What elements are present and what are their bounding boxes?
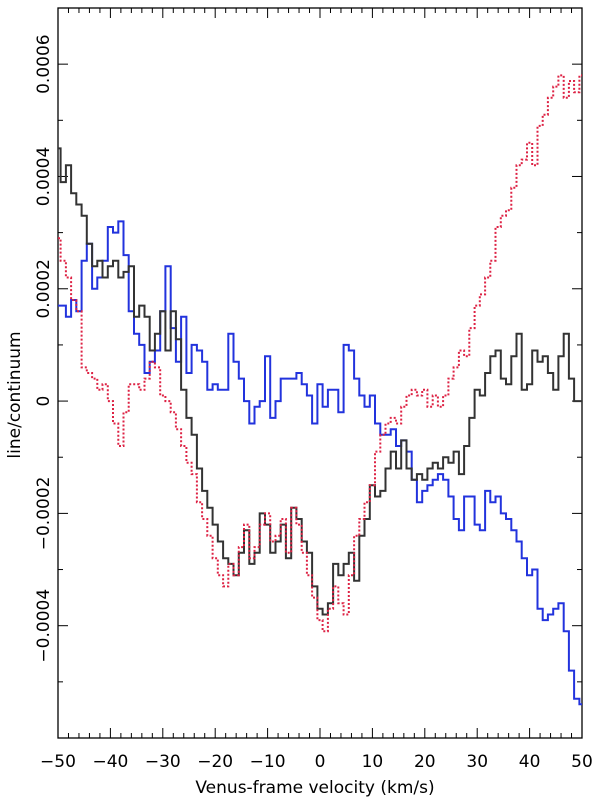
x-tick-label: 50 (571, 752, 592, 772)
y-tick-label: 0 (34, 396, 54, 407)
x-tick-label: 10 (362, 752, 384, 772)
y-tick-label: 0.0004 (34, 147, 54, 206)
y-axis-title: line/continuum (5, 331, 25, 458)
x-tick-label: −40 (92, 752, 128, 772)
axis-ticks (57, 7, 583, 739)
x-tick-label: −50 (40, 752, 76, 772)
y-tick-label: 0.0002 (34, 259, 54, 318)
y-tick-label: −0.0002 (34, 477, 54, 551)
series-line-1 (58, 220, 582, 706)
y-tick-label: −0.0004 (34, 589, 54, 663)
y-tick-labels: −0.0004 −0.0002 0 0.0002 0.0004 0.0006 (34, 34, 54, 662)
x-tick-label: 30 (466, 752, 488, 772)
plot-frame (57, 7, 583, 739)
x-tick-label: 40 (519, 752, 541, 772)
y-tick-label: 0.0006 (34, 34, 54, 93)
x-tick-label: 0 (315, 752, 326, 772)
series-line-2 (58, 147, 582, 616)
x-axis-title: Venus-frame velocity (km/s) (195, 778, 434, 798)
series-line-3 (58, 74, 582, 633)
x-tick-labels: −50 −40 −30 −20 −10 0 10 20 30 40 50 (40, 752, 592, 772)
x-tick-label: −20 (197, 752, 233, 772)
x-tick-label: −30 (145, 752, 181, 772)
x-tick-label: 20 (414, 752, 436, 772)
series-lines (58, 74, 582, 706)
x-tick-label: −10 (250, 752, 286, 772)
